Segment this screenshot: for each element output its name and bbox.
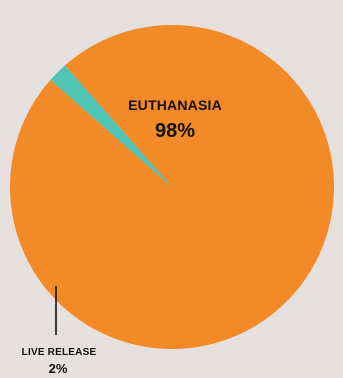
pie-slice-euthanasia [10,25,335,350]
live-release-slice-label: LIVE RELEASE [22,347,97,358]
euthanasia-slice-label: EUTHANASIA [128,97,222,113]
pie-slices [10,25,335,350]
euthanasia-slice-percent: 98% [155,120,195,142]
live-release-slice-percent: 2% [49,361,68,376]
pie-slice-live-release [50,65,173,187]
